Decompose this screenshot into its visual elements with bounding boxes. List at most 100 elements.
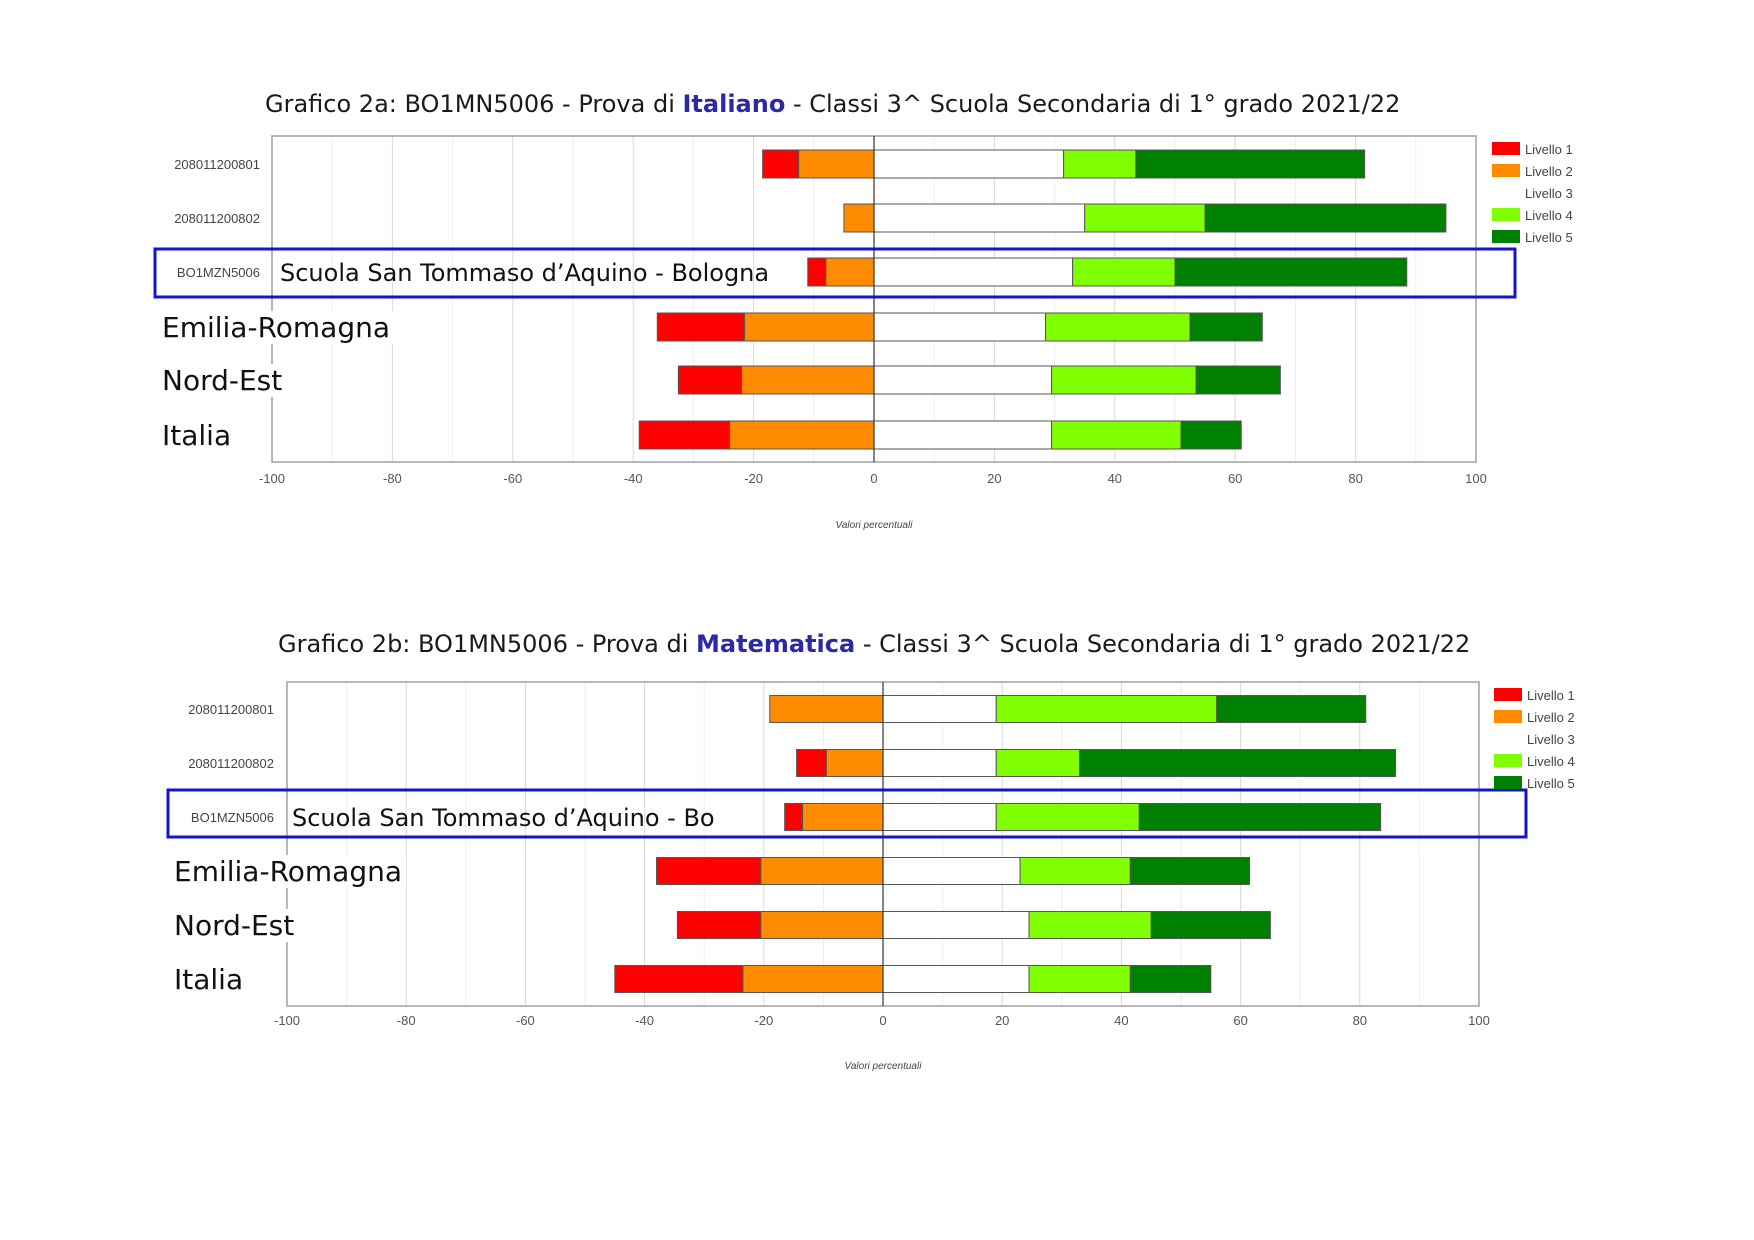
bar-livello-3 (873, 149, 1065, 179)
bar-livello-5 (1174, 257, 1408, 287)
title-prefix: Grafico 2b: BO1MN5006 - Prova di (278, 630, 697, 658)
bar-livello-2 (825, 749, 884, 777)
bar-livello-2 (760, 857, 884, 885)
x-tick-label: 80 (1353, 1013, 1367, 1028)
bar-livello-2 (744, 312, 875, 342)
legend-label: Livello 5 (1527, 776, 1575, 791)
bar-livello-3 (873, 257, 1074, 287)
bar-livello-4 (995, 749, 1081, 777)
x-tick-label: -80 (383, 471, 402, 486)
bar-livello-4 (1051, 420, 1182, 450)
x-tick-label: -40 (635, 1013, 654, 1028)
x-tick-label: 100 (1465, 471, 1487, 486)
legend-label: Livello 3 (1527, 732, 1575, 747)
bar-livello-2 (825, 257, 875, 287)
bar-livello-4 (1028, 965, 1131, 993)
bar-livello-5 (1216, 695, 1367, 723)
bar-livello-5 (1135, 149, 1366, 179)
bar-livello-2 (798, 149, 875, 179)
legend-label: Livello 4 (1527, 754, 1575, 769)
bar-livello-5 (1138, 803, 1382, 831)
x-tick-label: -80 (397, 1013, 416, 1028)
bar-livello-3 (882, 911, 1030, 939)
x-tick-label: -100 (274, 1013, 300, 1028)
x-tick-label: 20 (995, 1013, 1009, 1028)
bar-livello-3 (873, 420, 1053, 450)
bar-livello-3 (882, 803, 997, 831)
x-tick-label: 60 (1233, 1013, 1247, 1028)
title-subject: Italiano (682, 90, 786, 118)
legend-swatch (1494, 688, 1522, 701)
legend-swatch (1492, 230, 1520, 243)
label-background (170, 963, 248, 996)
bar-livello-1 (796, 749, 827, 777)
bar-livello-5 (1079, 749, 1397, 777)
row-school-label: Scuola San Tommaso d’Aquino - Bologna (280, 259, 769, 287)
label-background (158, 419, 236, 452)
bar-livello-4 (1063, 149, 1137, 179)
x-tick-label: 40 (1114, 1013, 1128, 1028)
bar-livello-3 (882, 965, 1030, 993)
bar-livello-3 (873, 312, 1047, 342)
bar-livello-3 (882, 695, 997, 723)
bar-livello-5 (1129, 965, 1212, 993)
x-tick-label: 40 (1108, 471, 1122, 486)
row-region-label: Emilia-Romagna (162, 311, 390, 344)
bar-livello-3 (873, 365, 1053, 395)
title-suffix: - Classi 3^ Scuola Secondaria di 1° grad… (855, 630, 1471, 658)
label-background (158, 311, 395, 344)
bar-livello-3 (882, 857, 1021, 885)
label-background (170, 855, 407, 888)
bar-livello-1 (614, 965, 744, 993)
bar-livello-2 (802, 803, 884, 831)
legend-swatch (1494, 776, 1522, 789)
row-code-label: 208011200801 (188, 702, 274, 717)
title-subject: Matematica (696, 630, 856, 658)
bar-livello-4 (1072, 257, 1176, 287)
bar-livello-2 (843, 203, 875, 233)
row-code-label: BO1MZN5006 (191, 810, 274, 825)
bar-livello-5 (1204, 203, 1447, 233)
x-tick-label: -60 (516, 1013, 535, 1028)
x-tick-label: 0 (879, 1013, 886, 1028)
x-tick-label: -20 (744, 471, 763, 486)
bar-livello-4 (1028, 911, 1152, 939)
x-tick-label: 60 (1228, 471, 1242, 486)
row-code-label: BO1MZN5006 (177, 265, 260, 280)
x-axis-label: Valori percentuali (836, 520, 914, 531)
bar-livello-2 (760, 911, 884, 939)
x-tick-label: 100 (1468, 1013, 1490, 1028)
bar-livello-1 (784, 803, 804, 831)
bar-livello-1 (676, 911, 762, 939)
legend-label: Livello 3 (1525, 186, 1573, 201)
bar-livello-4 (1051, 365, 1197, 395)
legend-swatch (1492, 142, 1520, 155)
x-tick-label: -60 (503, 471, 522, 486)
x-tick-label: -40 (624, 471, 643, 486)
legend-swatch (1492, 208, 1520, 221)
x-tick-label: -20 (754, 1013, 773, 1028)
label-background (158, 364, 287, 397)
row-region-label: Nord-Est (162, 364, 282, 397)
bar-livello-4 (1019, 857, 1131, 885)
row-region-label: Nord-Est (174, 909, 294, 942)
row-school-label: Scuola San Tommaso d’Aquino - Bo (292, 804, 715, 832)
legend-label: Livello 5 (1525, 230, 1573, 245)
legend-label: Livello 1 (1525, 142, 1573, 157)
row-region-label: Italia (174, 963, 243, 996)
bar-livello-5 (1195, 365, 1281, 395)
bar-livello-1 (656, 857, 762, 885)
bar-livello-2 (741, 365, 875, 395)
chart-italiano: Grafico 2a: BO1MN5006 - Prova di Italian… (0, 0, 1754, 560)
legend-label: Livello 4 (1525, 208, 1573, 223)
bar-livello-3 (882, 749, 997, 777)
x-tick-label: 0 (870, 471, 877, 486)
bar-livello-3 (873, 203, 1086, 233)
x-tick-label: 20 (987, 471, 1001, 486)
row-code-label: 208011200802 (188, 756, 274, 771)
row-code-label: 208011200802 (174, 211, 260, 226)
x-tick-label: 80 (1348, 471, 1362, 486)
bar-livello-5 (1129, 857, 1251, 885)
